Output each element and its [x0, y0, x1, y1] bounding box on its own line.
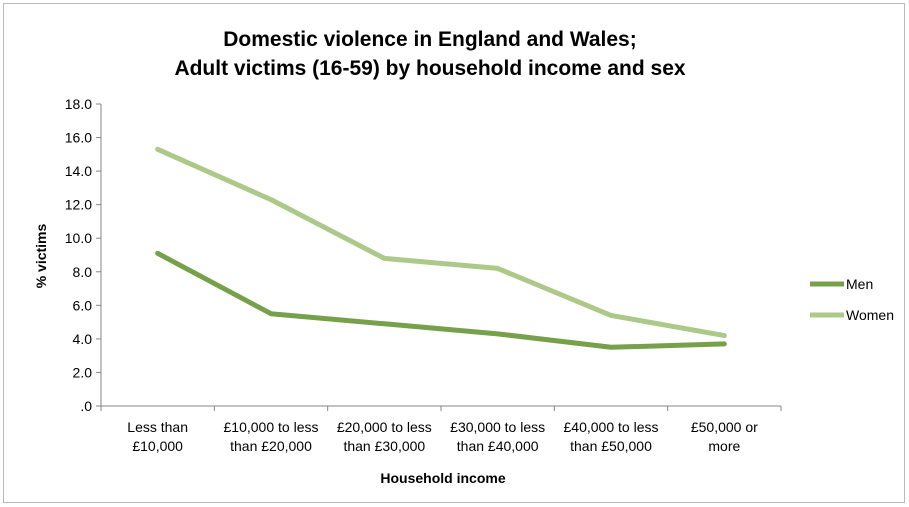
y-tick-label: 16.0 [65, 130, 92, 146]
legend-label-women: Women [846, 307, 894, 323]
y-tick-label: 14.0 [65, 163, 92, 179]
x-tick-label: £10,000 to less than £20,000 [224, 419, 319, 454]
y-tick-label: 12.0 [65, 197, 92, 213]
y-axis-ticks: .0 2.0 4.0 6.0 8.0 10.0 12.0 14.0 16.0 18.0 [65, 96, 101, 414]
x-tick-label: £30,000 to less than £40,000 [450, 419, 545, 454]
y-tick-label: 8.0 [73, 264, 93, 280]
x-tick-label: £50,000 or more [691, 419, 758, 454]
series-line-women [155, 146, 727, 339]
x-tick-label: Less than £10,000 [127, 419, 188, 454]
line-chart: Domestic violence in England and Wales; … [33, 28, 894, 486]
series-line-men [155, 250, 727, 350]
y-tick-label: 6.0 [73, 297, 93, 313]
y-tick-label: 10.0 [65, 230, 92, 246]
x-axis-ticks: Less than £10,000 £10,000 to less than £20,… [100, 406, 782, 454]
x-axis-title: Household income [380, 470, 505, 486]
legend: Men Women [810, 276, 894, 323]
chart-title-line-2: Adult victims (16-59) by household incom… [174, 57, 685, 80]
x-tick-label: £40,000 to less than £50,000 [564, 419, 659, 454]
x-tick-label: £20,000 to less than £30,000 [337, 419, 432, 454]
y-tick-label: .0 [80, 398, 92, 414]
y-tick-label: 2.0 [73, 364, 93, 380]
axes [100, 104, 781, 407]
y-tick-label: 4.0 [73, 331, 93, 347]
y-tick-label: 18.0 [65, 96, 92, 112]
legend-label-men: Men [846, 276, 873, 292]
y-axis-title: % victims [33, 223, 49, 288]
series-lines [155, 146, 727, 350]
chart-title-line-1: Domestic violence in England and Wales; [223, 28, 636, 51]
chart-frame: Domestic violence in England and Wales; … [3, 3, 905, 503]
